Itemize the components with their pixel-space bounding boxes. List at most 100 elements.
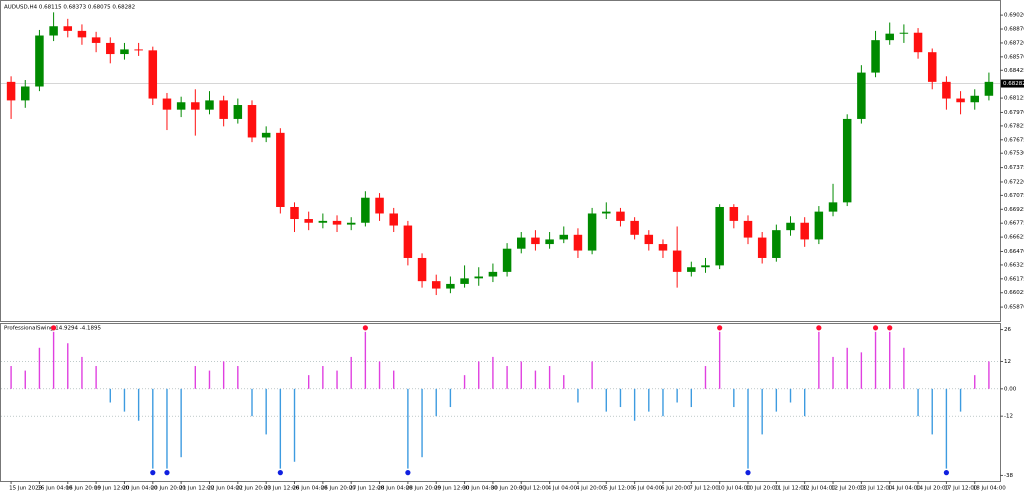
price-title: AUDUSD,H4 0.68115 0.68373 0.68075 0.6828… (4, 5, 135, 11)
y-tick-label: 0.66025 (1004, 290, 1024, 296)
y-tick-label: 0.67075 (1004, 193, 1024, 199)
y-tick-label: 26 (1004, 327, 1011, 333)
candle-body (587, 213, 597, 251)
candle-body (885, 33, 894, 41)
candle-body (658, 244, 668, 251)
candle-body (942, 81, 951, 99)
candle-body (162, 98, 172, 110)
signal-dot (872, 325, 879, 331)
x-tick-label: 16 Jun 04:00 (37, 486, 72, 492)
candle-body (474, 276, 483, 279)
x-tick-label: 22 Jun 04:00 (207, 486, 242, 492)
candle-body (857, 72, 866, 119)
candle-body (956, 98, 965, 103)
candle-body (687, 267, 696, 272)
y-tick-label: 0.66775 (1004, 221, 1024, 227)
candle-body (460, 278, 469, 284)
candle-body (701, 265, 710, 268)
x-tick-label: 26 Jun 04:00 (293, 486, 328, 492)
x-tick-label: 14 Jul 20:00 (916, 486, 949, 492)
x-tick-label: 4 Jul 20:00 (576, 486, 606, 492)
x-tick-label: 6 Jul 20:00 (661, 486, 691, 492)
x-tick-label: 11 Jul 12:00 (774, 486, 807, 492)
candle-body (219, 100, 228, 119)
candle-body (191, 102, 200, 110)
candle-body (375, 197, 384, 214)
x-tick-label: 7 Jul 12:00 (689, 486, 719, 492)
candle-body (899, 32, 909, 34)
y-tick-label: 0.00 (1004, 386, 1017, 392)
x-tick-label: 12 Jul 04:00 (803, 486, 836, 492)
y-tick-label: -38 (1004, 473, 1013, 479)
candle-body (361, 197, 370, 223)
x-tick-label: 28 Jun 04:00 (378, 486, 413, 492)
candle-body (828, 202, 838, 212)
x-tick-label: 29 Jun 12:00 (434, 486, 469, 492)
candle-body (715, 206, 724, 266)
y-tick-label: 0.66175 (1004, 276, 1024, 282)
candle-body (106, 42, 115, 55)
signal-dot (51, 325, 57, 331)
candle-body (842, 118, 852, 203)
y-tick-label: 0.68425 (1004, 68, 1024, 74)
x-tick-label: 27 Jun 12:00 (349, 486, 384, 492)
candle-body (261, 132, 271, 138)
signal-dot (405, 470, 411, 476)
candle-body (644, 234, 654, 245)
candle-body (984, 81, 994, 96)
signal-dot (816, 325, 822, 331)
x-tick-label: 6 Jul 04:00 (633, 486, 663, 492)
y-tick-label: 0.68125 (1004, 96, 1024, 102)
candle-body (233, 105, 243, 119)
candle-body (800, 222, 809, 240)
x-tick-label: 3 Jul 12:00 (519, 486, 549, 492)
candle-body (247, 105, 257, 138)
candle-body (814, 211, 824, 240)
candle-body (672, 250, 682, 272)
candle-body (205, 100, 214, 110)
candle-body (772, 230, 781, 258)
candle-body (290, 206, 299, 220)
x-tick-label: 14 Jul 04:00 (888, 486, 921, 492)
candle-body (573, 234, 583, 251)
y-tick-label: 0.67675 (1004, 137, 1024, 143)
x-tick-label: 12 Jul 20:00 (831, 486, 864, 492)
candle-body (970, 95, 979, 103)
x-tick-label: 15 Jun 2023 (9, 486, 43, 492)
candle-body (21, 86, 30, 101)
price-panel (0, 0, 1001, 322)
x-tick-label: 16 Jun 20:00 (66, 486, 101, 492)
candle-body (531, 237, 540, 245)
candle-body (729, 206, 739, 221)
candle-body (403, 225, 413, 258)
candle-body (545, 239, 554, 245)
signal-dot (150, 470, 156, 476)
bid-label-box (1001, 79, 1024, 88)
signal-dot (943, 470, 950, 476)
candle-body (6, 81, 16, 101)
x-tick-label: 30 Jun 04:00 (463, 486, 498, 492)
candle-body (276, 132, 285, 207)
candle-body (871, 40, 880, 73)
signal-dot (164, 470, 170, 476)
x-tick-label: 10 Jul 20:00 (746, 486, 779, 492)
x-tick-label: 4 Jul 04:00 (548, 486, 578, 492)
candle-body (417, 257, 427, 282)
x-tick-label: 28 Jun 20:00 (406, 486, 441, 492)
candle-body (120, 49, 129, 55)
x-tick-label: 18 Jul 04:00 (973, 486, 1006, 492)
candle-body (602, 211, 611, 214)
y-tick-label: 0.66925 (1004, 207, 1024, 213)
x-tick-label: 20 Jun 20:00 (151, 486, 186, 492)
candle-body (63, 26, 73, 31)
x-tick-label: 5 Jul 12:00 (604, 486, 634, 492)
indicator-panel (0, 323, 1001, 482)
candle-body (913, 32, 923, 53)
bid-label: 0.68282 (1003, 81, 1024, 87)
